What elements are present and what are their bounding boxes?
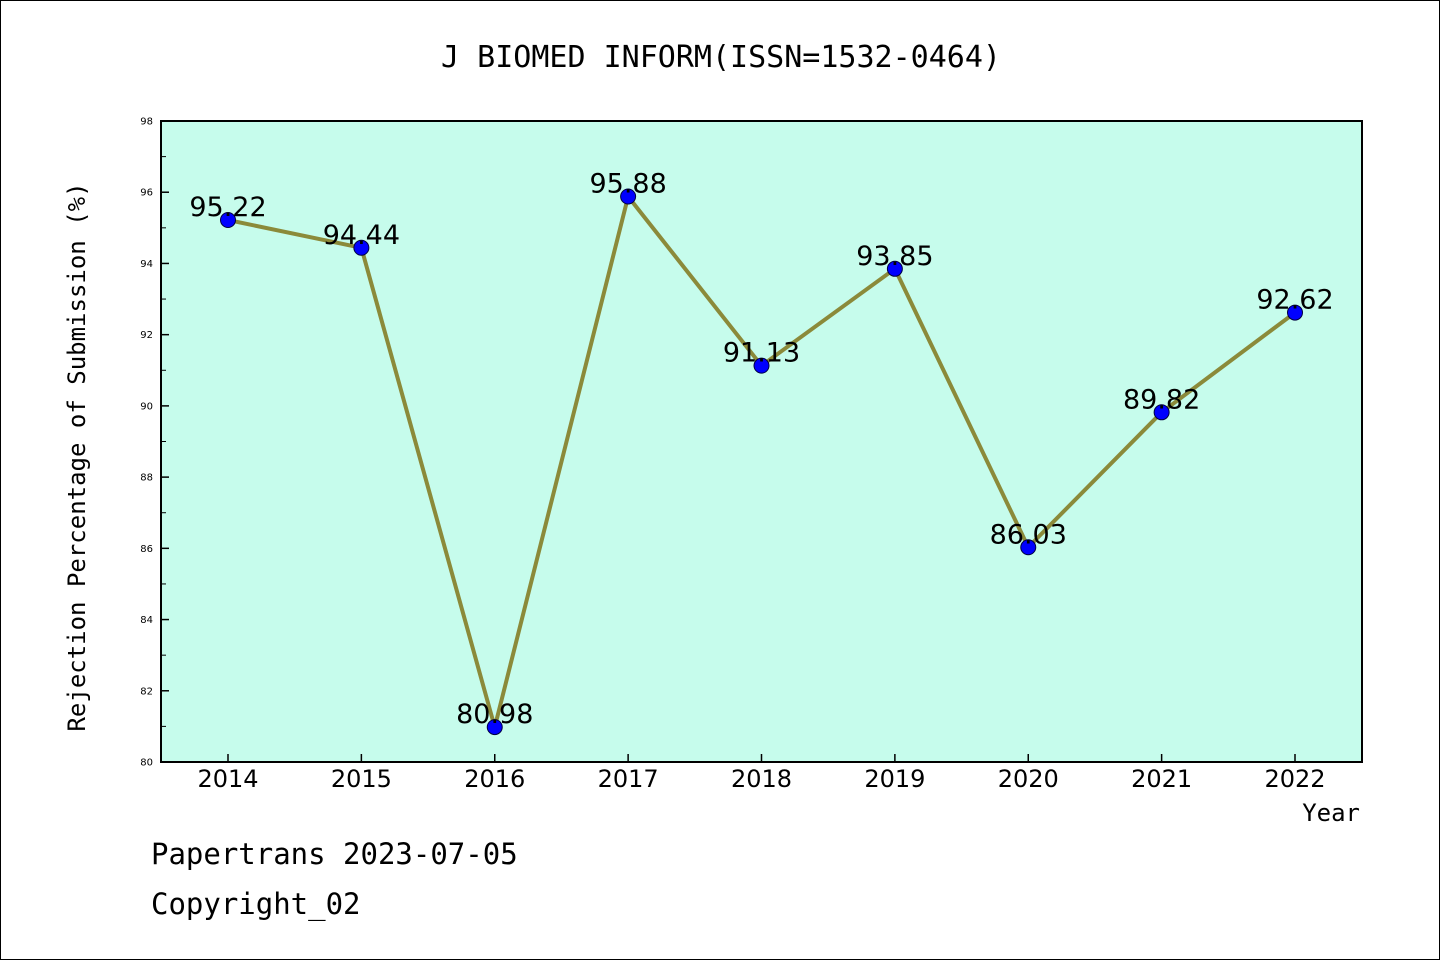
data-point [753, 357, 770, 374]
data-label: 94.44 [323, 220, 400, 251]
x-axis-label: Year [1302, 799, 1360, 827]
data-labels: 95.22 94.44 80.98 95.88 91.13 93.85 86.03 89.82… [189, 168, 1333, 730]
x-tick-label: 2018 [731, 765, 792, 793]
chart-title: J BIOMED INFORM(ISSN=1532-0464) [441, 40, 1001, 75]
x-tick-label: 2022 [1264, 765, 1325, 793]
data-point [620, 188, 637, 205]
y-tick-label: 90 [140, 401, 153, 412]
data-point [353, 239, 370, 256]
x-axis: 2014 2015 2016 2017 2018 2019 2020 2021 2022 [197, 754, 1326, 793]
data-point [886, 260, 903, 277]
x-tick-label: 2017 [598, 765, 659, 793]
data-label: 89.82 [1123, 384, 1200, 415]
data-label: 95.22 [189, 192, 266, 223]
data-label: 92.62 [1256, 285, 1333, 316]
y-tick-label: 94 [140, 259, 153, 270]
data-label: 93.85 [856, 241, 933, 272]
y-tick-label: 86 [140, 544, 153, 555]
data-point [1153, 404, 1170, 421]
footer-copyright: Copyright_02 [151, 887, 361, 921]
x-tick-label: 2019 [864, 765, 925, 793]
y-tick-label: 84 [140, 615, 153, 626]
y-tick-label: 98 [140, 117, 153, 128]
x-tick-label: 2020 [998, 765, 1059, 793]
data-point [220, 211, 236, 228]
data-point [486, 719, 503, 736]
data-label: 86.03 [990, 519, 1067, 550]
x-tick-label: 2016 [464, 765, 525, 793]
footer-source-date: Papertrans 2023-07-05 [151, 837, 518, 871]
x-tick-label: 2014 [197, 765, 258, 793]
y-axis-label: Rejection Percentage of Submission (%) [63, 182, 91, 731]
data-label: 80.98 [456, 699, 533, 730]
x-tick-label: 2015 [331, 765, 392, 793]
y-tick-label: 88 [140, 473, 153, 484]
x-tick-label: 2021 [1131, 765, 1192, 793]
plot-area [160, 120, 1363, 763]
data-point [1020, 539, 1037, 556]
y-tick-label: 80 [140, 758, 153, 769]
y-axis: 80 82 84 86 88 90 92 94 96 98 [140, 117, 169, 769]
data-label: 91.13 [723, 338, 800, 369]
y-tick-label: 92 [140, 330, 153, 341]
data-markers [220, 188, 1303, 736]
y-tick-label: 82 [140, 686, 153, 697]
data-label: 95.88 [589, 168, 666, 199]
data-point [1287, 304, 1303, 321]
y-tick-label: 96 [140, 188, 153, 199]
